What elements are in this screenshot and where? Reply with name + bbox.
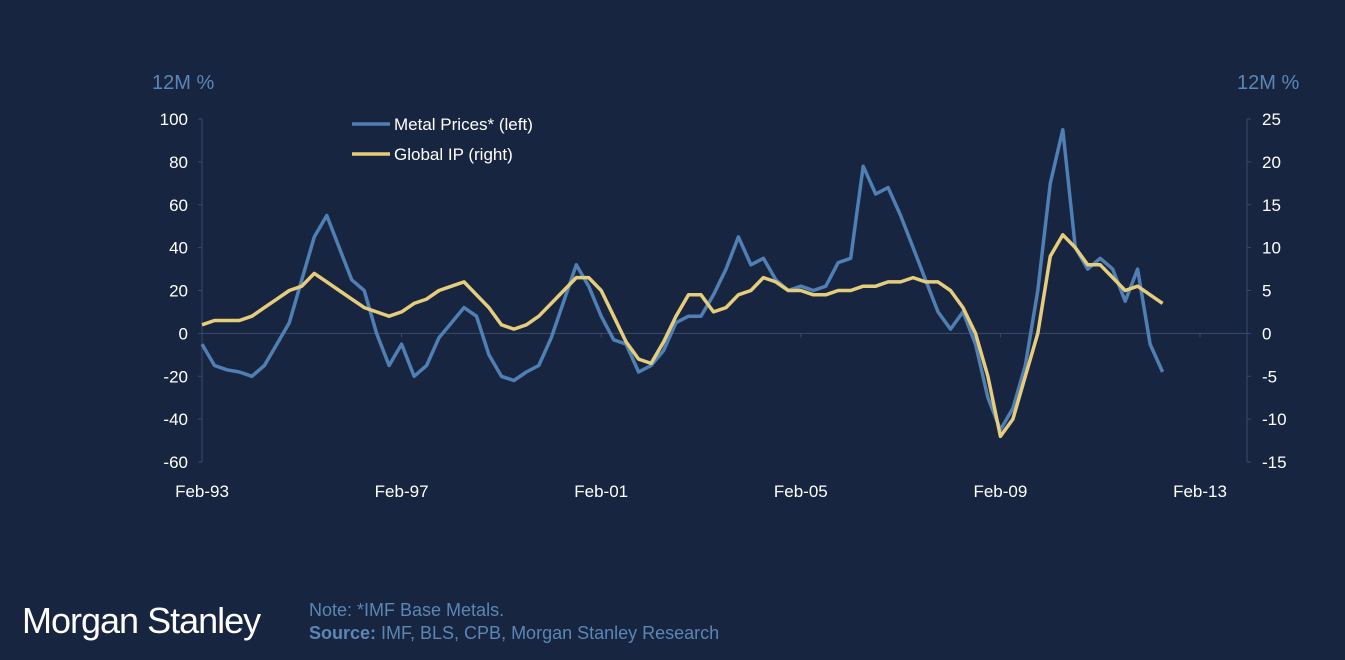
x-tick-label: Feb-09	[973, 482, 1027, 501]
left-tick-label: 80	[169, 153, 188, 172]
x-tick-label: Feb-97	[375, 482, 429, 501]
right-tick-label: 5	[1262, 282, 1271, 301]
right-axis-unit-label: 12M %	[1237, 72, 1300, 94]
x-tick-label: Feb-13	[1173, 482, 1227, 501]
left-axis-unit-label: 12M %	[152, 72, 215, 94]
left-tick-label: 40	[169, 239, 188, 258]
left-tick-label: 0	[179, 324, 188, 343]
x-tick-label: Feb-93	[175, 482, 229, 501]
right-tick-label: 10	[1262, 239, 1281, 258]
legend-label: Global IP (right)	[394, 145, 513, 164]
x-tick-label: Feb-05	[774, 482, 828, 501]
right-tick-label: -5	[1262, 367, 1277, 386]
source-line: Source: IMF, BLS, CPB, Morgan Stanley Re…	[309, 622, 719, 645]
left-tick-label: -40	[163, 410, 188, 429]
metal-prices-line	[200, 127, 1165, 432]
global-ip-line	[201, 233, 1164, 439]
left-tick-label: -60	[163, 453, 188, 472]
left-tick-label: 20	[169, 282, 188, 301]
right-tick-label: 25	[1262, 110, 1281, 129]
right-tick-label: 15	[1262, 196, 1281, 215]
chart-footnote: Note: *IMF Base Metals. Source: IMF, BLS…	[309, 599, 719, 645]
x-tick-label: Feb-01	[574, 482, 628, 501]
left-tick-label: 100	[160, 110, 188, 129]
right-tick-label: 0	[1262, 324, 1271, 343]
left-tick-label: 60	[169, 196, 188, 215]
source-text: IMF, BLS, CPB, Morgan Stanley Research	[376, 623, 720, 643]
left-tick-label: -20	[163, 367, 188, 386]
right-tick-label: 20	[1262, 153, 1281, 172]
legend-label: Metal Prices* (left)	[394, 115, 533, 134]
right-tick-label: -15	[1262, 453, 1287, 472]
note-text: Note: *IMF Base Metals.	[309, 600, 505, 620]
right-tick-label: -10	[1262, 410, 1287, 429]
source-label: Source:	[309, 623, 377, 643]
morgan-stanley-logo: Morgan Stanley	[22, 600, 261, 641]
